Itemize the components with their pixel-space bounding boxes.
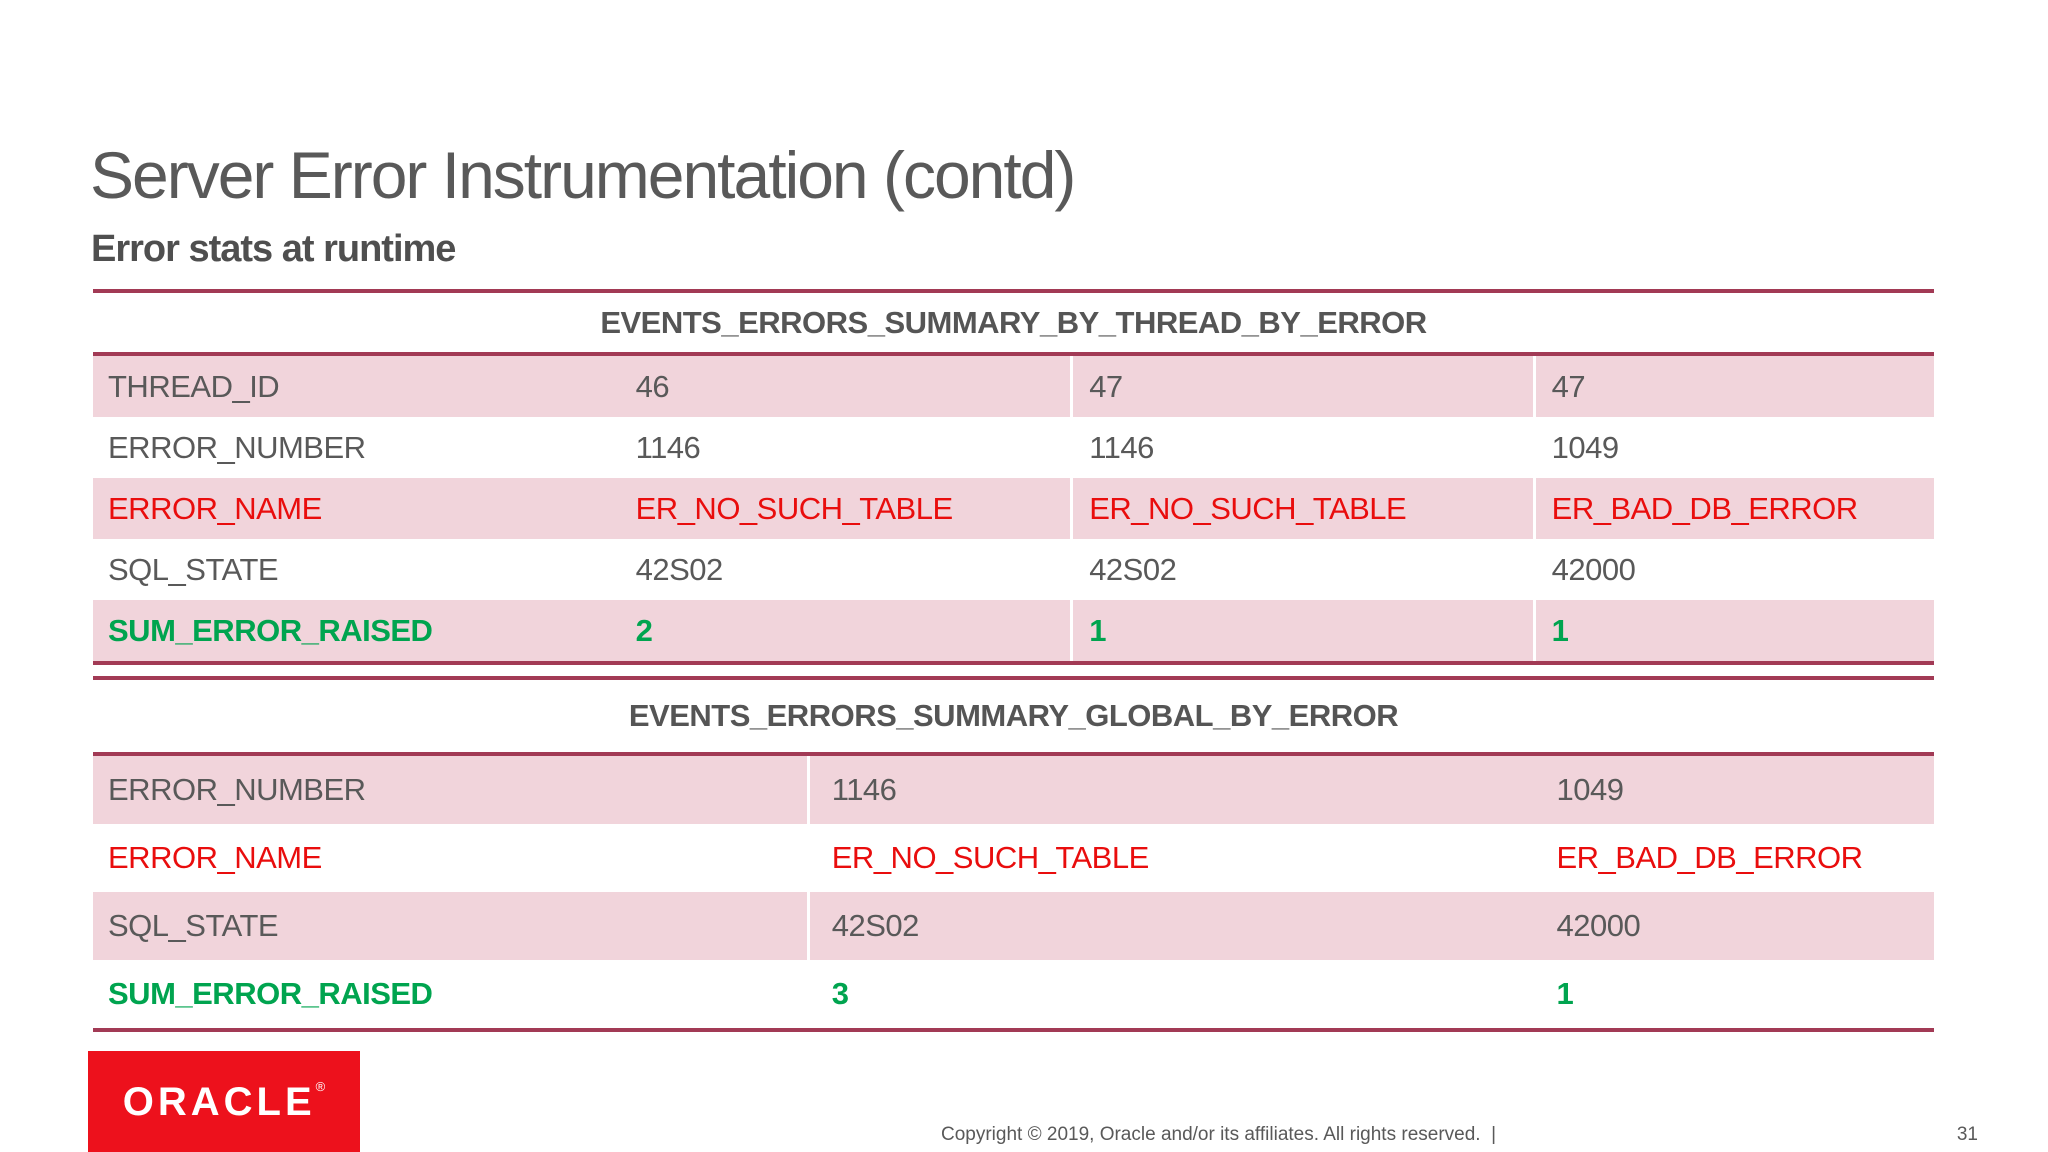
table-row: ERROR_NAME ER_NO_SUCH_TABLE ER_NO_SUCH_TAB… <box>93 478 1934 539</box>
row-value: 42S02 <box>635 552 724 587</box>
row-value: 1049 <box>1556 772 1624 807</box>
row-value: 42S02 <box>806 892 1535 960</box>
table-row: ERROR_NUMBER 1146 1049 <box>93 756 1934 824</box>
table-row: SUM_ERROR_RAISED 3 1 <box>93 960 1934 1028</box>
row-label: ERROR_NUMBER <box>108 772 366 807</box>
divider-line-bottom <box>93 1028 1934 1032</box>
row-value: ER_NO_SUCH_TABLE <box>806 824 1535 892</box>
content-area: EVENTS_ERRORS_SUMMARY_BY_THREAD_BY_ERROR… <box>93 289 1934 1032</box>
row-value: ER_NO_SUCH_TABLE <box>1070 478 1532 539</box>
row-value: 1146 <box>1070 417 1532 478</box>
divider-line-top <box>93 289 1934 293</box>
page-number: 31 <box>1956 1124 1978 1145</box>
row-value: 42S02 <box>1070 539 1532 600</box>
row-label: ERROR_NUMBER <box>108 430 366 465</box>
row-value: 42000 <box>1532 539 1934 600</box>
table-row: THREAD_ID 46 47 47 <box>93 356 1934 417</box>
divider-line <box>93 661 1934 665</box>
row-value: 1 <box>1070 600 1532 661</box>
footer-copyright: Copyright © 2019, Oracle and/or its affi… <box>941 1124 1497 1145</box>
table-row: ERROR_NAME ER_NO_SUCH_TABLE ER_BAD_DB_ERRO… <box>93 824 1934 892</box>
row-value: 46 <box>635 369 670 404</box>
row-label: SQL_STATE <box>108 552 279 587</box>
row-value: 1146 <box>635 430 701 465</box>
oracle-logo: ORACLE® <box>88 1051 360 1152</box>
divider-line <box>93 352 1934 356</box>
row-label: ERROR_NAME <box>108 491 322 526</box>
row-label: SUM_ERROR_RAISED <box>108 976 433 1011</box>
row-value: 1 <box>1556 976 1574 1011</box>
registered-trademark-icon: ® <box>315 1078 326 1094</box>
row-label: THREAD_ID <box>108 369 280 404</box>
slide-title: Server Error Instrumentation (contd) <box>90 138 1076 212</box>
oracle-logo-text: ORACLE® <box>122 1078 326 1124</box>
row-label: ERROR_NAME <box>108 840 322 875</box>
row-label: SQL_STATE <box>108 908 279 943</box>
row-value: 3 <box>806 960 1535 1028</box>
row-value: ER_BAD_DB_ERROR <box>1532 478 1934 539</box>
table-row: SQL_STATE 42S02 42000 <box>93 892 1934 960</box>
row-value: ER_BAD_DB_ERROR <box>1556 840 1863 875</box>
row-value: ER_NO_SUCH_TABLE <box>635 491 954 526</box>
row-value: 1049 <box>1532 417 1934 478</box>
row-value: 47 <box>1070 356 1532 417</box>
table-row: SUM_ERROR_RAISED 2 1 1 <box>93 600 1934 661</box>
table1-title: EVENTS_ERRORS_SUMMARY_BY_THREAD_BY_ERROR <box>600 305 1427 340</box>
row-value: 42000 <box>1556 908 1641 943</box>
divider-line <box>93 752 1934 756</box>
slide-subtitle: Error stats at runtime <box>91 228 456 270</box>
row-value: 1146 <box>806 756 1535 824</box>
row-value: 47 <box>1532 356 1934 417</box>
table-summary-by-thread-by-error: THREAD_ID 46 47 47 ERROR_NUMBER 1146 1146 1049 E… <box>93 356 1934 661</box>
table2-title: EVENTS_ERRORS_SUMMARY_GLOBAL_BY_ERROR <box>628 698 1399 733</box>
divider-line <box>93 676 1934 680</box>
row-value: 2 <box>635 613 653 648</box>
table-row: ERROR_NUMBER 1146 1146 1049 <box>93 417 1934 478</box>
divider-gap <box>93 665 1934 676</box>
table-summary-global-by-error: ERROR_NUMBER 1146 1049 ERROR_NAME ER_NO_SUCH… <box>93 756 1934 1028</box>
row-value: 1 <box>1532 600 1934 661</box>
table-row: SQL_STATE 42S02 42S02 42000 <box>93 539 1934 600</box>
row-label: SUM_ERROR_RAISED <box>108 613 433 648</box>
oracle-logo-word: ORACLE <box>122 1079 316 1124</box>
